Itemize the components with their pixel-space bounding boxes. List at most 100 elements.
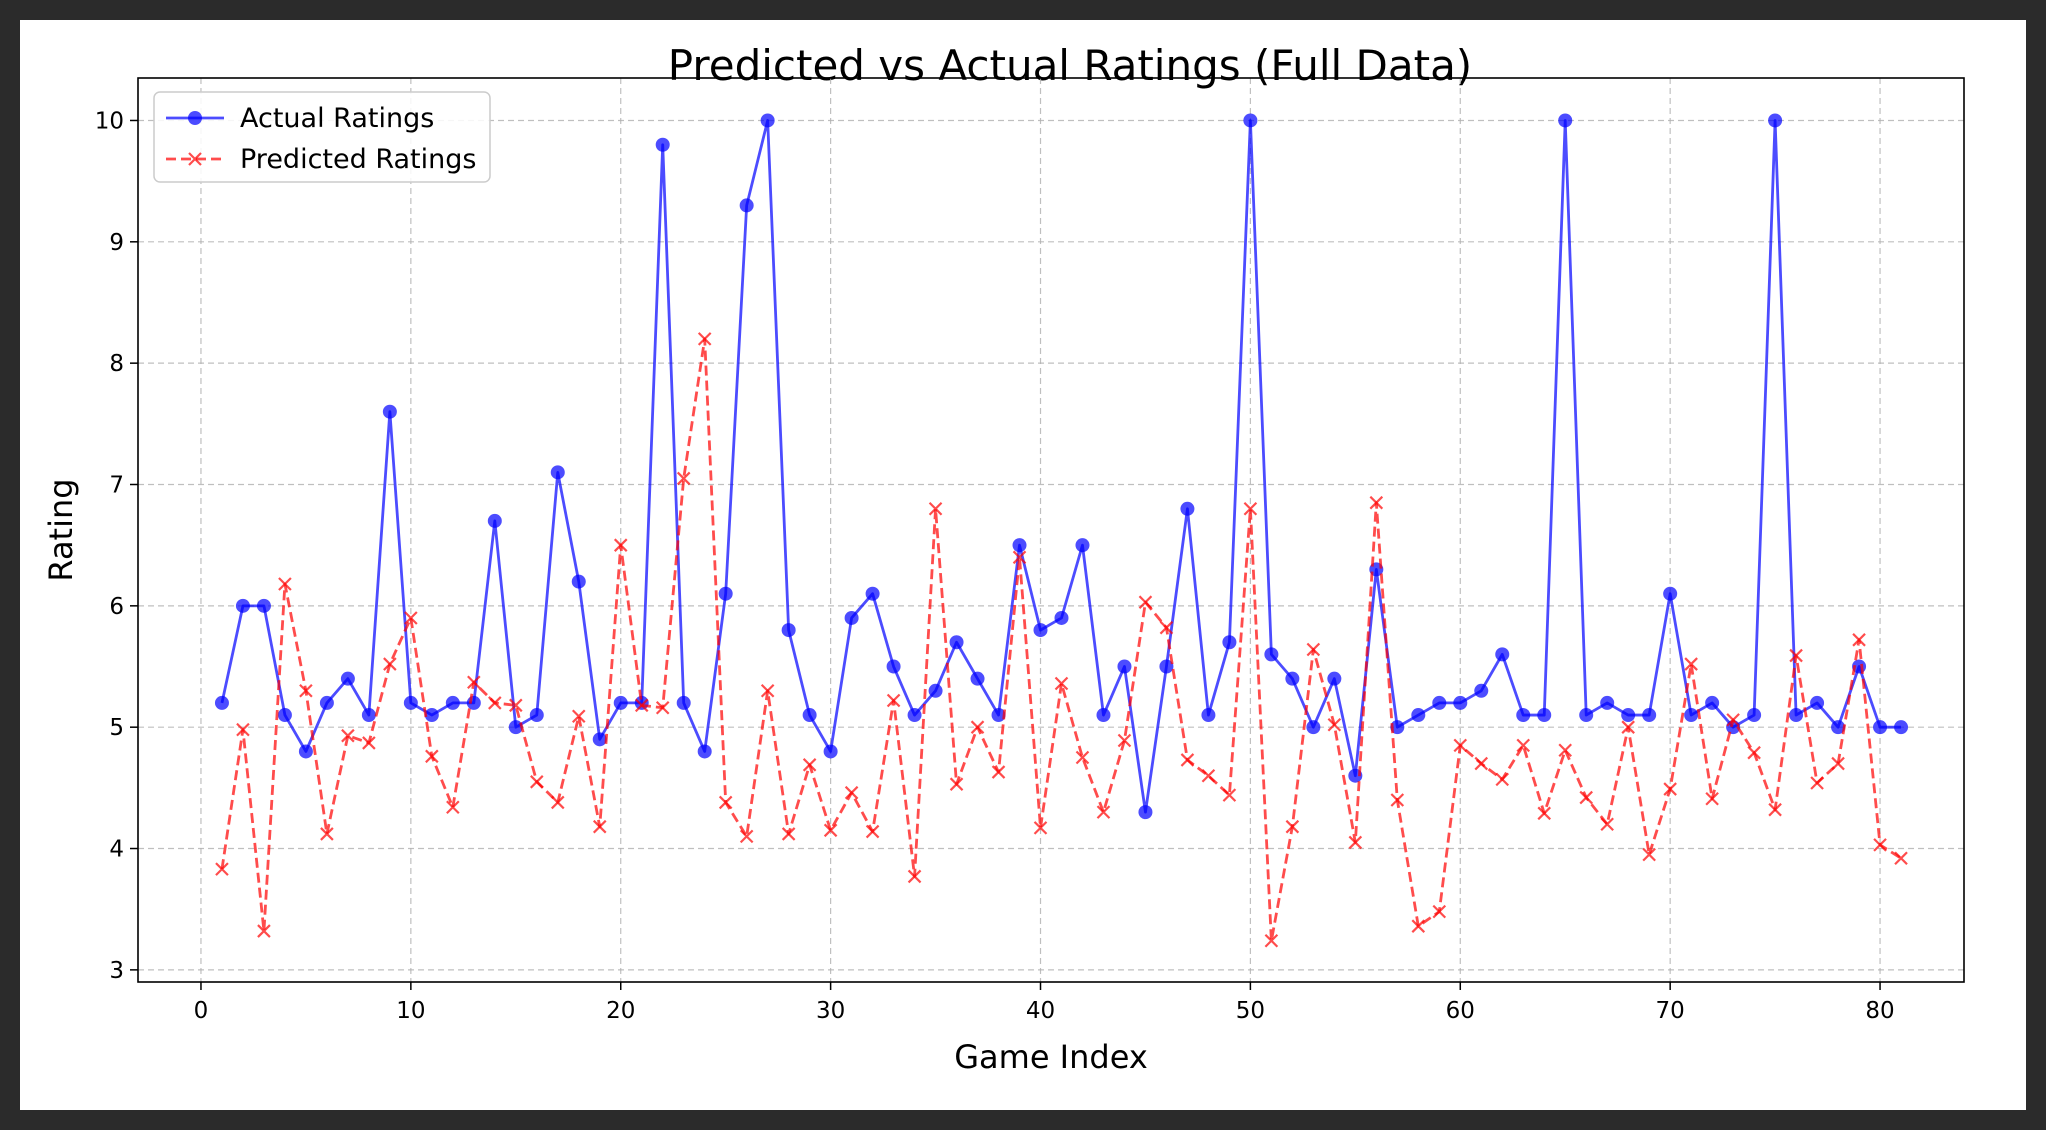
predicted-ratings-point bbox=[1516, 738, 1531, 753]
actual-ratings-point bbox=[1705, 695, 1720, 710]
actual-ratings-point bbox=[1474, 683, 1489, 698]
y-tick-label: 9 bbox=[109, 230, 124, 256]
predicted-ratings-point bbox=[697, 332, 712, 346]
predicted-ratings-point bbox=[823, 823, 838, 838]
predicted-ratings-point bbox=[1621, 720, 1635, 734]
actual-ratings-point bbox=[1264, 647, 1279, 662]
predicted-ratings-point bbox=[1894, 851, 1908, 866]
y-tick-label: 8 bbox=[109, 351, 124, 377]
actual-ratings-point bbox=[1663, 586, 1678, 601]
actual-ratings-point bbox=[1285, 671, 1300, 686]
predicted-ratings-point bbox=[257, 924, 271, 938]
predicted-ratings-point bbox=[1600, 817, 1614, 832]
plot-area-frame bbox=[137, 77, 1965, 983]
predicted-ratings-point bbox=[970, 720, 985, 734]
predicted-ratings-point bbox=[1390, 793, 1405, 807]
predicted-ratings-point bbox=[1012, 550, 1027, 565]
predicted-ratings-point bbox=[1663, 782, 1677, 796]
predicted-ratings-point bbox=[760, 684, 775, 698]
predicted-ratings-point bbox=[1705, 791, 1719, 806]
predicted-ratings-point bbox=[320, 827, 334, 841]
x-tick-label: 0 bbox=[194, 998, 209, 1024]
actual-ratings-point bbox=[1096, 708, 1111, 723]
y-tick-label: 3 bbox=[109, 958, 124, 984]
legend-actual-ratings-marker bbox=[188, 111, 202, 125]
actual-ratings-point bbox=[991, 708, 1006, 723]
predicted-ratings-point bbox=[299, 684, 313, 698]
actual-ratings-point bbox=[1747, 708, 1762, 723]
predicted-ratings-point bbox=[1075, 750, 1090, 765]
x-tick-label: 70 bbox=[1656, 998, 1685, 1024]
actual-ratings-point bbox=[340, 671, 355, 686]
actual-ratings-point bbox=[424, 708, 439, 723]
actual-ratings-point bbox=[970, 671, 985, 686]
actual-ratings-point bbox=[319, 695, 334, 710]
actual-ratings-point bbox=[1831, 720, 1846, 735]
predicted-ratings-point bbox=[886, 693, 901, 708]
actual-ratings-point bbox=[1516, 708, 1531, 723]
predicted-ratings-point bbox=[1285, 819, 1300, 834]
predicted-ratings-point bbox=[1411, 919, 1426, 933]
actual-ratings-point bbox=[781, 623, 796, 638]
predicted-ratings-point bbox=[739, 829, 754, 844]
actual-ratings-point bbox=[1201, 708, 1216, 723]
actual-ratings-point bbox=[1684, 708, 1699, 723]
actual-ratings-point bbox=[886, 659, 901, 674]
actual-ratings-point bbox=[361, 708, 376, 723]
predicted-ratings-point bbox=[1453, 738, 1468, 753]
predicted-ratings-point bbox=[844, 785, 859, 800]
predicted-ratings-point bbox=[236, 722, 250, 737]
y-tick-label: 7 bbox=[109, 472, 124, 498]
actual-ratings-point bbox=[1138, 805, 1153, 820]
predicted-ratings-point bbox=[1495, 772, 1510, 787]
predicted-ratings-point bbox=[865, 824, 880, 839]
predicted-ratings-point bbox=[1768, 802, 1782, 817]
predicted-ratings-point bbox=[592, 819, 607, 834]
actual-ratings-point bbox=[445, 695, 460, 710]
predicted-ratings-point bbox=[1873, 838, 1887, 852]
actual-ratings-point bbox=[1768, 113, 1783, 128]
chart-title: Predicted vs Actual Ratings (Full Data) bbox=[668, 41, 1472, 90]
predicted-ratings-point bbox=[1348, 835, 1363, 850]
actual-ratings-point bbox=[718, 586, 733, 601]
predicted-ratings-point bbox=[446, 800, 460, 815]
actual-ratings-series bbox=[214, 113, 1909, 820]
series-layer bbox=[214, 113, 1909, 948]
actual-ratings-point bbox=[613, 695, 628, 710]
y-tick-label: 4 bbox=[109, 837, 124, 863]
predicted-ratings-point bbox=[278, 577, 292, 591]
actual-ratings-point bbox=[592, 732, 607, 747]
actual-ratings-point bbox=[1033, 623, 1048, 638]
chart-figure: Predicted vs Actual Ratings (Full Data) … bbox=[20, 20, 2026, 1110]
actual-ratings-point bbox=[676, 695, 691, 710]
actual-ratings-point bbox=[802, 708, 817, 723]
actual-ratings-point bbox=[1495, 647, 1510, 662]
actual-ratings-point bbox=[1453, 695, 1468, 710]
predicted-ratings-point bbox=[1432, 904, 1447, 919]
actual-ratings-point bbox=[1327, 671, 1342, 686]
actual-ratings-point bbox=[697, 744, 712, 759]
predicted-ratings-point bbox=[1117, 733, 1132, 748]
actual-ratings-point bbox=[550, 465, 565, 480]
predicted-ratings-point bbox=[928, 501, 943, 516]
predicted-ratings-point bbox=[949, 777, 964, 791]
actual-ratings-point bbox=[1873, 720, 1888, 735]
predicted-ratings-point bbox=[1642, 847, 1656, 862]
actual-ratings-point bbox=[298, 744, 313, 759]
predicted-ratings-point bbox=[1579, 790, 1593, 805]
actual-ratings-point bbox=[844, 610, 859, 625]
predicted-ratings-point bbox=[1726, 713, 1740, 727]
predicted-ratings-point bbox=[425, 749, 439, 764]
predicted-ratings-point bbox=[467, 675, 481, 690]
predicted-ratings-point bbox=[1096, 805, 1111, 819]
legend-actual-ratings-label: Actual Ratings bbox=[240, 103, 434, 134]
predicted-ratings-point bbox=[404, 611, 418, 625]
y-tick-label: 6 bbox=[109, 594, 124, 620]
actual-ratings-point bbox=[1054, 610, 1069, 625]
legend-box bbox=[153, 91, 491, 183]
actual-ratings-point bbox=[1810, 695, 1825, 710]
x-axis-label: Game Index bbox=[954, 1038, 1148, 1076]
actual-ratings-point bbox=[1621, 708, 1636, 723]
predicted-ratings-point bbox=[718, 795, 733, 810]
predicted-ratings-point bbox=[781, 827, 796, 841]
